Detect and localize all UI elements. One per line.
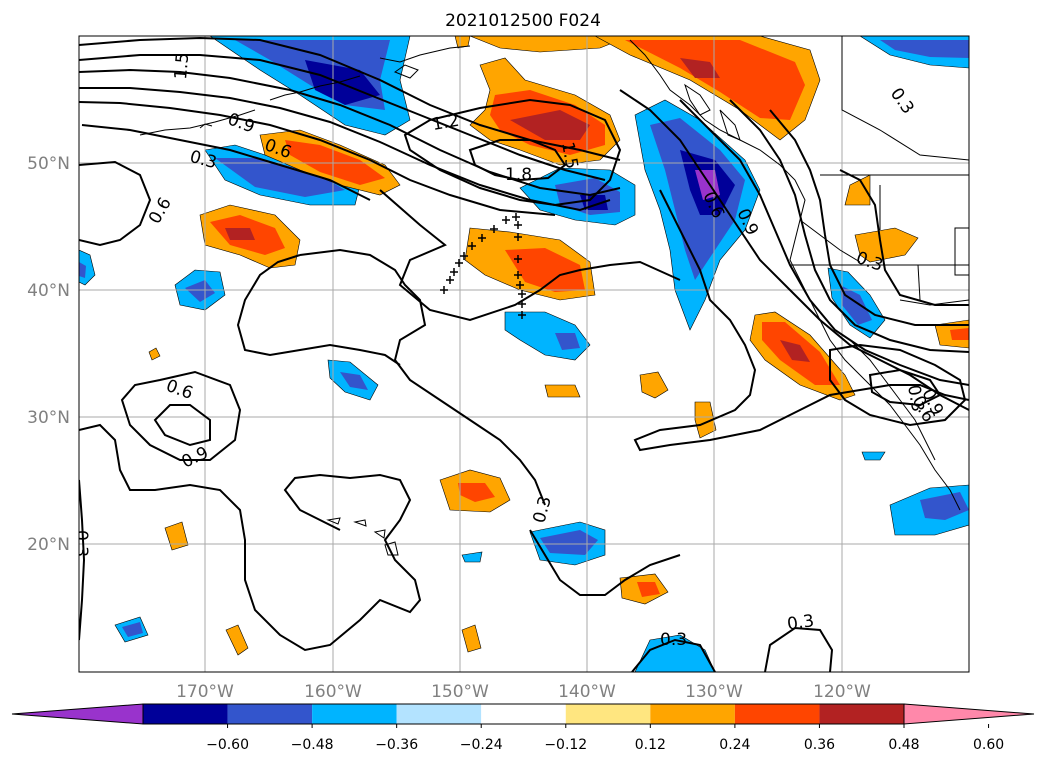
colorbar-tick-label: 0.12 — [635, 737, 666, 753]
height-contours — [79, 36, 969, 672]
colorbar-tick-label: 0.60 — [973, 737, 1004, 753]
colorbar-swatch — [734, 704, 820, 724]
track-markers — [440, 213, 526, 319]
colorbar: −0.60 −0.48 −0.36 −0.24 −0.12 0.12 0.24 0.36 0.4… — [11, 703, 1035, 753]
map-frame — [78, 35, 970, 673]
coastlines — [139, 36, 969, 556]
lon-tick-label: 160°W — [304, 682, 362, 702]
shaded-anomaly-field — [79, 36, 969, 672]
colorbar-swatch — [143, 704, 228, 724]
colorbar-outline — [142, 703, 905, 725]
map-panel: 1.5 0.9 0.6 0.3 0.6 1.2 1.8 1.5 0.6 0.9 … — [71, 36, 969, 672]
contour-label: 1.2 — [431, 111, 461, 135]
contour-label: 1.5 — [171, 52, 193, 81]
colorbar-tick-label: −0.60 — [206, 737, 249, 753]
lat-tick-label: 50°N — [27, 154, 70, 174]
figure-title: 2021012500 F024 — [445, 11, 601, 31]
colorbar-swatch — [481, 704, 566, 724]
colorbar-swatch — [312, 704, 397, 724]
colorbar-labels: −0.60 −0.48 −0.36 −0.24 −0.12 0.12 0.24 0.36 0.4… — [206, 724, 1004, 753]
contour-label: 0.3 — [71, 530, 91, 557]
lon-tick-label: 120°W — [813, 682, 871, 702]
contour-label: 0.3 — [660, 630, 687, 650]
shade-pos-north — [469, 36, 631, 53]
colorbar-tick-label: −0.48 — [291, 737, 334, 753]
colorbar-tick-label: 0.48 — [888, 737, 919, 753]
contour-labels: 1.5 0.9 0.6 0.3 0.6 1.2 1.8 1.5 0.6 0.9 … — [71, 52, 947, 650]
longitude-ticks: 170°W 160°W 150°W 140°W 130°W 120°W — [176, 682, 871, 702]
colorbar-extend-high — [903, 703, 1035, 725]
lon-tick-label: 130°W — [685, 682, 743, 702]
colorbar-swatches — [11, 703, 1035, 725]
lat-tick-label: 30°N — [27, 408, 70, 428]
colorbar-tick-label: 0.24 — [719, 737, 750, 753]
lon-tick-label: 150°W — [431, 682, 489, 702]
colorbar-swatch — [650, 704, 735, 724]
colorbar-tick-label: −0.36 — [375, 737, 418, 753]
lat-tick-label: 20°N — [27, 535, 70, 555]
colorbar-tick-label: −0.24 — [460, 737, 503, 753]
contour-label: 1.8 — [505, 165, 532, 185]
graticule — [79, 36, 969, 672]
lon-tick-label: 170°W — [176, 682, 234, 702]
colorbar-swatch — [396, 704, 482, 724]
colorbar-swatch — [227, 704, 313, 724]
latitude-ticks: 50°N 40°N 30°N 20°N — [27, 154, 70, 555]
colorbar-extend-low — [11, 703, 144, 725]
contour-label: 0.3 — [786, 611, 816, 635]
lon-tick-label: 140°W — [558, 682, 616, 702]
colorbar-tick-label: −0.12 — [544, 737, 587, 753]
colorbar-tick-label: 0.36 — [804, 737, 835, 753]
colorbar-swatch — [819, 704, 904, 724]
contour-label: 0.3 — [903, 383, 927, 413]
contour-label: 1.5 — [557, 140, 581, 170]
colorbar-swatch — [565, 704, 651, 724]
lat-tick-label: 40°N — [27, 281, 70, 301]
